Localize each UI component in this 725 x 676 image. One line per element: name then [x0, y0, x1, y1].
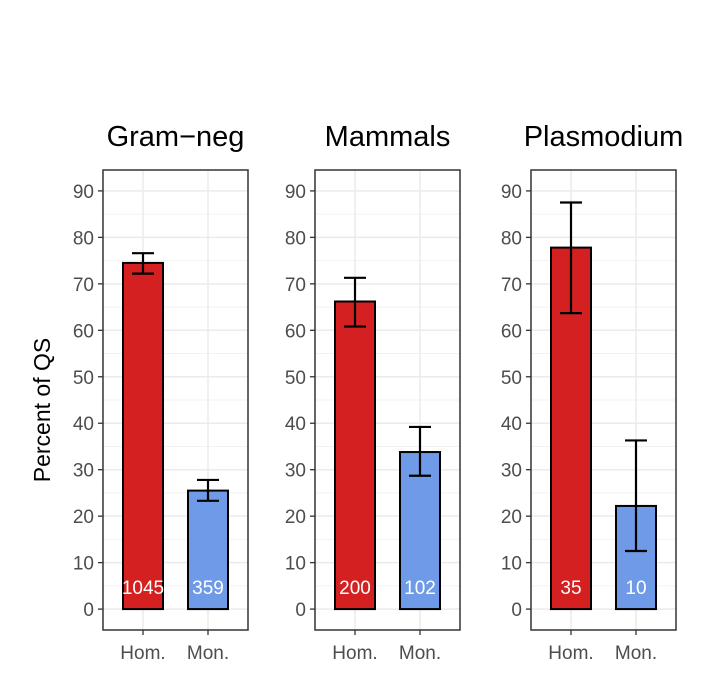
y-tick-label: 90 [501, 182, 522, 203]
bar-count-label: 200 [339, 578, 371, 599]
panel-3: 0 10 20 30 40 50 60 70 80 90 35 Hom. 10 Mon. Plasmodiu… [501, 121, 683, 664]
bar-count-label: 10 [625, 578, 646, 599]
y-tick-label: 0 [295, 600, 306, 621]
y-tick-label: 0 [83, 600, 94, 621]
bar-count-label: 359 [192, 578, 224, 599]
y-tick-label: 20 [501, 507, 522, 528]
y-tick-label: 10 [73, 554, 94, 575]
panel-1: 0 10 20 30 40 50 60 70 80 90 1045 Hom. 359 Mon. Gram−n… [73, 121, 249, 664]
y-tick-label: 50 [501, 368, 522, 389]
bar-mon [615, 504, 657, 611]
panel-title: Gram−neg [107, 121, 245, 153]
y-tick-label: 30 [501, 461, 522, 482]
y-tick-label: 40 [285, 414, 306, 435]
bar-mon [399, 451, 441, 611]
y-tick-label: 20 [73, 507, 94, 528]
y-tick-label: 60 [501, 321, 522, 342]
y-tick-label: 30 [285, 461, 306, 482]
y-tick-label: 40 [501, 414, 522, 435]
x-tick-label: Hom. [548, 643, 593, 664]
x-tick-label: Hom. [332, 643, 377, 664]
y-tick-label: 70 [501, 275, 522, 296]
bar-count-label: 102 [404, 578, 436, 599]
y-axis-label: Percent of QS [29, 338, 55, 482]
panel-title: Mammals [325, 121, 451, 153]
panel-border [314, 169, 461, 631]
x-tick-label: Mon. [615, 643, 657, 664]
y-tick-label: 60 [285, 321, 306, 342]
y-tick-label: 80 [501, 228, 522, 249]
y-tick-label: 60 [73, 321, 94, 342]
bar-mon [187, 489, 229, 611]
y-tick-label: 10 [501, 554, 522, 575]
y-tick-label: 70 [285, 275, 306, 296]
y-tick-label: 90 [285, 182, 306, 203]
bar-hom [122, 261, 164, 611]
y-tick-label: 90 [73, 182, 94, 203]
y-tick-label: 0 [511, 600, 522, 621]
x-tick-label: Hom. [120, 643, 165, 664]
x-tick-label: Mon. [187, 643, 229, 664]
y-tick-label: 50 [73, 368, 94, 389]
y-tick-label: 80 [285, 228, 306, 249]
panel-border [102, 169, 249, 631]
y-tick-label: 50 [285, 368, 306, 389]
y-tick-label: 70 [73, 275, 94, 296]
y-tick-label: 30 [73, 461, 94, 482]
panel-title: Plasmodium [524, 121, 684, 153]
x-tick-label: Mon. [399, 643, 441, 664]
panel-2: 0 10 20 30 40 50 60 70 80 90 200 Hom. 102 Mon. Mammals [285, 121, 461, 664]
bar-count-label: 35 [560, 578, 581, 599]
bar-hom [334, 300, 376, 611]
y-tick-label: 40 [73, 414, 94, 435]
y-tick-label: 20 [285, 507, 306, 528]
bar-count-label: 1045 [122, 578, 164, 599]
y-tick-label: 10 [285, 554, 306, 575]
y-tick-label: 80 [73, 228, 94, 249]
panel-border [530, 169, 677, 631]
